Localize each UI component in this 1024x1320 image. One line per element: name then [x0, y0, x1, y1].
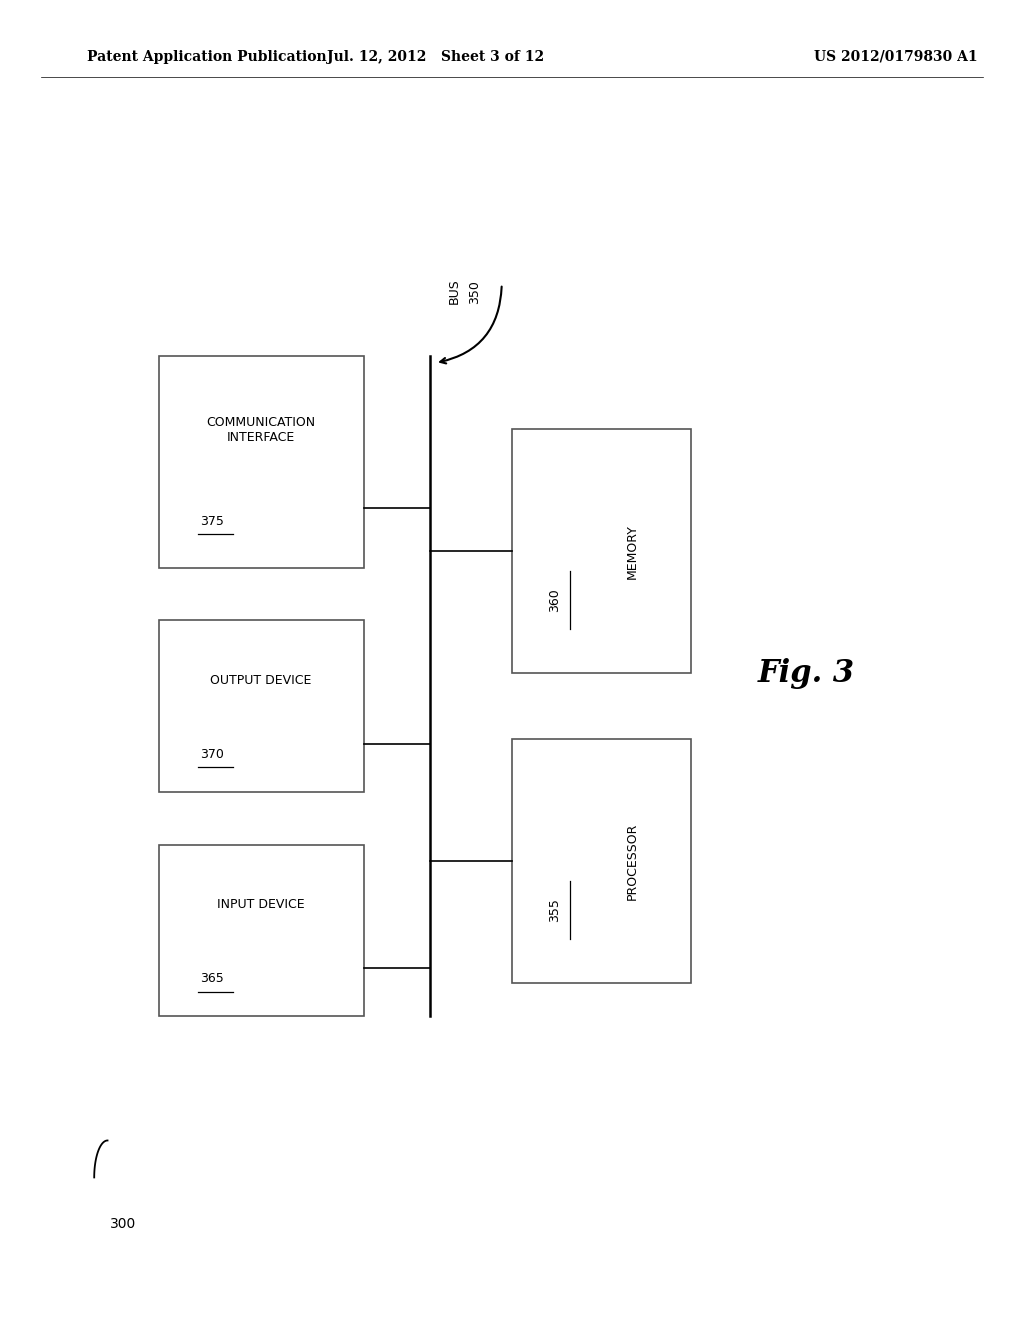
Text: COMMUNICATION
INTERFACE: COMMUNICATION INTERFACE — [207, 416, 315, 445]
Bar — [512, 429, 691, 673]
Bar — [512, 739, 691, 983]
Bar — [159, 620, 364, 792]
Text: 360: 360 — [549, 589, 561, 611]
Text: Patent Application Publication: Patent Application Publication — [87, 50, 327, 63]
Text: OUTPUT DEVICE: OUTPUT DEVICE — [211, 675, 311, 686]
Text: 350: 350 — [468, 280, 481, 304]
Text: 370: 370 — [200, 747, 223, 760]
Text: 365: 365 — [200, 972, 223, 985]
Text: BUS: BUS — [447, 277, 461, 304]
Text: US 2012/0179830 A1: US 2012/0179830 A1 — [814, 50, 978, 63]
Text: 300: 300 — [110, 1217, 136, 1232]
Text: Fig. 3: Fig. 3 — [758, 657, 855, 689]
Text: INPUT DEVICE: INPUT DEVICE — [217, 899, 305, 911]
Text: MEMORY: MEMORY — [626, 524, 639, 578]
Text: 375: 375 — [200, 515, 223, 528]
Text: 355: 355 — [549, 898, 561, 923]
Bar — [159, 845, 364, 1016]
Text: PROCESSOR: PROCESSOR — [626, 822, 639, 900]
Bar — [159, 356, 364, 568]
Text: Jul. 12, 2012   Sheet 3 of 12: Jul. 12, 2012 Sheet 3 of 12 — [327, 50, 544, 63]
